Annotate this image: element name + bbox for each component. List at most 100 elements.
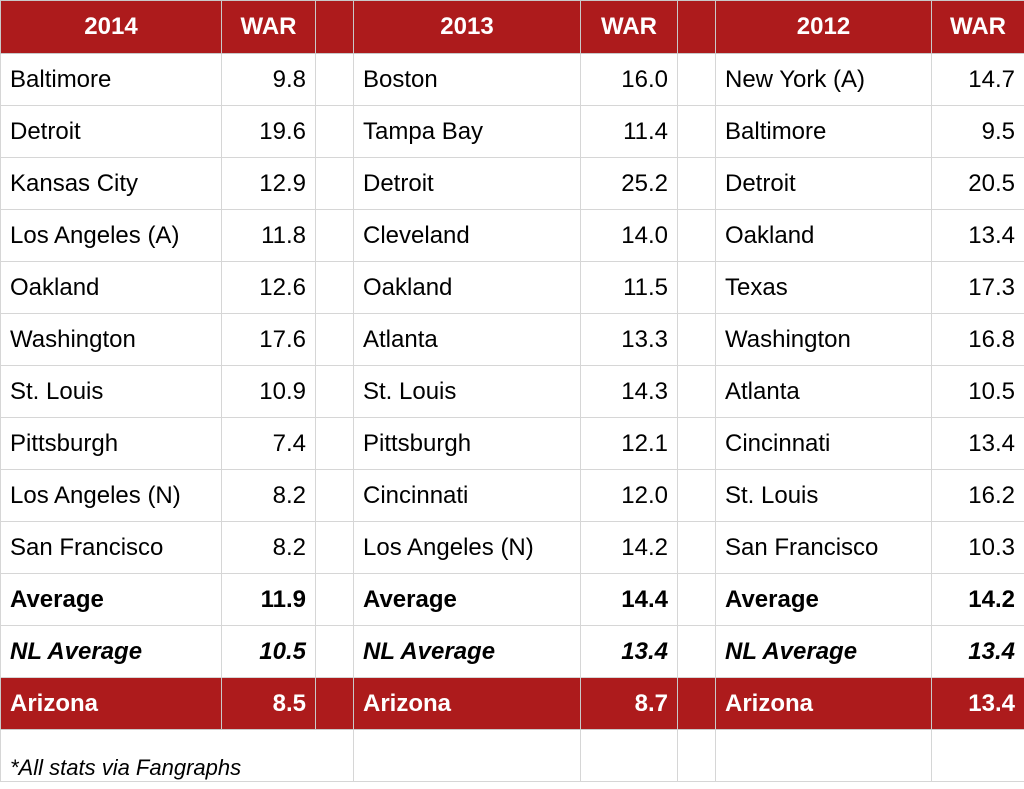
team-name: Detroit: [353, 157, 581, 210]
team-name: Texas: [715, 261, 932, 314]
column-spacer: [315, 53, 354, 106]
war-value: 12.0: [580, 469, 678, 522]
nl-average-row: NL Average 10.5 NL Average 13.4 NL Average 13…: [0, 625, 1024, 678]
column-spacer: [677, 209, 716, 262]
table-row: San Francisco 8.2 Los Angeles (N) 14.2 San F…: [0, 521, 1024, 574]
column-spacer: [315, 521, 354, 574]
war-value: 10.5: [931, 365, 1024, 418]
table-row: Washington 17.6 Atlanta 13.3 Washington 16.8: [0, 313, 1024, 366]
summary-value: 8.5: [221, 677, 316, 730]
summary-value: 14.4: [580, 573, 678, 626]
year-header: 2012: [715, 0, 932, 54]
summary-label: NL Average: [715, 625, 932, 678]
summary-label: Arizona: [353, 677, 581, 730]
column-spacer: [315, 365, 354, 418]
team-name: St. Louis: [353, 365, 581, 418]
column-spacer: [315, 157, 354, 210]
summary-label: Arizona: [715, 677, 932, 730]
arizona-row: Arizona 8.5 Arizona 8.7 Arizona 13.4: [0, 677, 1024, 730]
column-spacer: [315, 261, 354, 314]
summary-label: Arizona: [0, 677, 222, 730]
summary-value: 13.4: [931, 677, 1024, 730]
war-value: 13.4: [931, 417, 1024, 470]
war-value: 19.6: [221, 105, 316, 158]
war-value: 13.4: [931, 209, 1024, 262]
column-spacer: [677, 625, 716, 678]
war-header: WAR: [580, 0, 678, 54]
table-row: Oakland 12.6 Oakland 11.5 Texas 17.3: [0, 261, 1024, 314]
summary-value: 13.4: [931, 625, 1024, 678]
column-spacer: [677, 573, 716, 626]
summary-label: Average: [715, 573, 932, 626]
column-spacer: [315, 573, 354, 626]
team-name: Los Angeles (A): [0, 209, 222, 262]
footnote-row: *All stats via Fangraphs: [0, 729, 1024, 782]
war-header: WAR: [931, 0, 1024, 54]
war-value: 10.3: [931, 521, 1024, 574]
team-name: Cincinnati: [353, 469, 581, 522]
war-value: 12.6: [221, 261, 316, 314]
war-value: 8.2: [221, 521, 316, 574]
column-spacer: [677, 53, 716, 106]
war-value: 20.5: [931, 157, 1024, 210]
column-spacer: [677, 105, 716, 158]
team-name: Detroit: [715, 157, 932, 210]
column-spacer: [315, 209, 354, 262]
team-name: Kansas City: [0, 157, 222, 210]
war-value: 9.5: [931, 105, 1024, 158]
team-name: Los Angeles (N): [353, 521, 581, 574]
war-value: 14.2: [580, 521, 678, 574]
war-value: 16.8: [931, 313, 1024, 366]
column-spacer: [677, 365, 716, 418]
empty-cell: [677, 729, 716, 782]
war-header: WAR: [221, 0, 316, 54]
team-name: Pittsburgh: [353, 417, 581, 470]
summary-value: 13.4: [580, 625, 678, 678]
war-value: 25.2: [580, 157, 678, 210]
summary-value: 8.7: [580, 677, 678, 730]
war-value: 12.1: [580, 417, 678, 470]
empty-cell: [715, 729, 932, 782]
war-value: 16.0: [580, 53, 678, 106]
header-row: 2014 WAR 2013 WAR 2012 WAR: [0, 0, 1024, 54]
year-header: 2013: [353, 0, 581, 54]
column-spacer: [315, 417, 354, 470]
team-name: Detroit: [0, 105, 222, 158]
column-spacer: [315, 469, 354, 522]
column-spacer: [315, 105, 354, 158]
war-value: 16.2: [931, 469, 1024, 522]
team-name: Oakland: [353, 261, 581, 314]
column-spacer: [677, 261, 716, 314]
team-name: Tampa Bay: [353, 105, 581, 158]
column-spacer: [677, 313, 716, 366]
summary-value: 14.2: [931, 573, 1024, 626]
team-name: San Francisco: [715, 521, 932, 574]
summary-value: 11.9: [221, 573, 316, 626]
column-spacer: [315, 0, 354, 54]
year-header: 2014: [0, 0, 222, 54]
team-name: Pittsburgh: [0, 417, 222, 470]
table-row: Los Angeles (A) 11.8 Cleveland 14.0 Oakland 1…: [0, 209, 1024, 262]
war-value: 17.6: [221, 313, 316, 366]
table-row: Pittsburgh 7.4 Pittsburgh 12.1 Cincinnati 13.…: [0, 417, 1024, 470]
war-value: 11.5: [580, 261, 678, 314]
summary-label: NL Average: [0, 625, 222, 678]
table-row: Kansas City 12.9 Detroit 25.2 Detroit 20.5: [0, 157, 1024, 210]
war-value: 7.4: [221, 417, 316, 470]
war-value: 13.3: [580, 313, 678, 366]
summary-label: Average: [353, 573, 581, 626]
team-name: Washington: [715, 313, 932, 366]
team-name: Los Angeles (N): [0, 469, 222, 522]
column-spacer: [677, 469, 716, 522]
summary-label: NL Average: [353, 625, 581, 678]
footnote: *All stats via Fangraphs: [0, 729, 354, 782]
war-value: 14.3: [580, 365, 678, 418]
team-name: Boston: [353, 53, 581, 106]
team-name: Cincinnati: [715, 417, 932, 470]
war-value: 8.2: [221, 469, 316, 522]
table-row: St. Louis 10.9 St. Louis 14.3 Atlanta 10.5: [0, 365, 1024, 418]
column-spacer: [677, 0, 716, 54]
war-value: 11.8: [221, 209, 316, 262]
team-name: St. Louis: [715, 469, 932, 522]
